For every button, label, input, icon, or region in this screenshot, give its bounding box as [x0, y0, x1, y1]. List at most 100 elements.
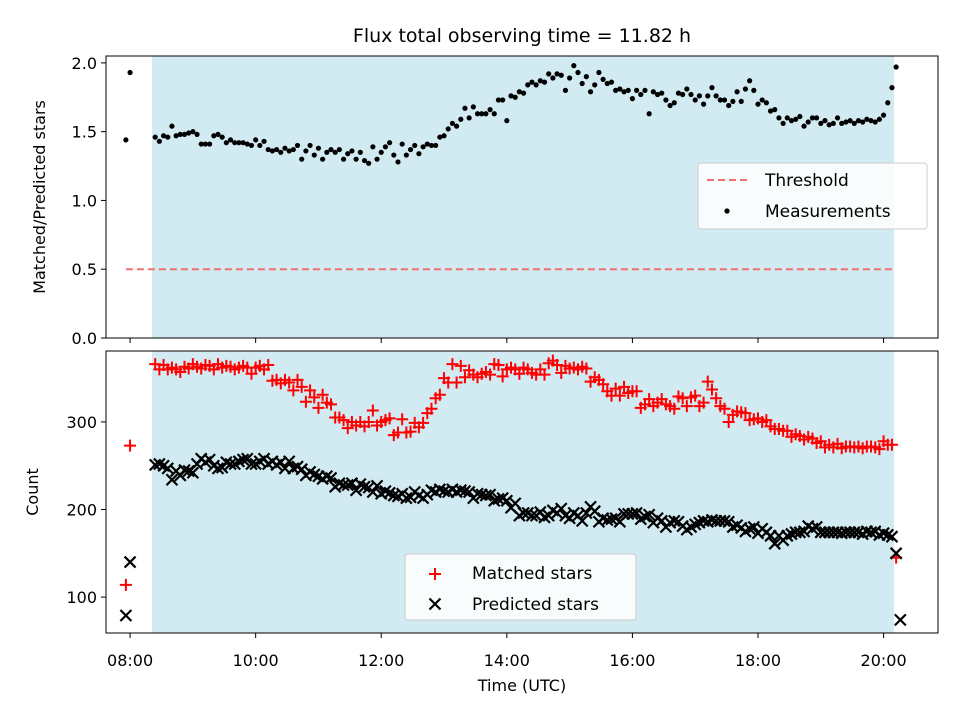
measurement-point — [512, 94, 518, 100]
x-tick-label: 14:00 — [484, 651, 530, 670]
x-tick-label: 10:00 — [233, 651, 279, 670]
measurement-point — [646, 111, 652, 117]
ratio-panel-frame — [105, 55, 939, 339]
measurement-point — [596, 69, 602, 76]
matched-star-point — [458, 371, 471, 384]
matched-star-point — [705, 383, 718, 396]
matched-star-point — [722, 415, 735, 428]
measurement-point — [893, 64, 899, 70]
measurement-point — [575, 69, 581, 76]
matched-star-point — [643, 393, 656, 406]
predicted-star-point — [165, 473, 179, 487]
measurement-point — [227, 137, 234, 143]
measurement-point — [558, 72, 564, 78]
measurement-point — [504, 118, 510, 124]
matched-star-point — [341, 422, 354, 435]
measurement-point — [269, 148, 275, 154]
measurement-point — [834, 115, 841, 121]
measurement-point — [299, 156, 305, 162]
measurement-point — [826, 122, 832, 128]
measurement-point — [516, 89, 522, 95]
measurement-point — [520, 90, 527, 96]
measurement-point — [261, 138, 267, 144]
measurement-point — [215, 131, 221, 138]
matched-star-point — [781, 424, 794, 437]
measurement-point — [713, 93, 719, 99]
measurement-point — [428, 142, 435, 149]
matched-star-point — [287, 384, 300, 397]
matched-star-point — [668, 402, 681, 415]
measurement-point — [868, 118, 874, 124]
measurement-point — [805, 119, 811, 125]
y-tick-label: 200 — [66, 501, 97, 520]
predicted-star-point — [500, 494, 514, 508]
y-tick-label: 0.0 — [72, 329, 97, 348]
measurement-point — [730, 98, 736, 104]
measurement-point — [177, 131, 183, 138]
matched-star-point — [283, 376, 296, 389]
measurement-point — [738, 98, 744, 104]
measurement-point — [508, 93, 514, 99]
measurement-point — [420, 144, 426, 150]
predicted-star-point — [517, 506, 530, 520]
predicted-stars-points — [119, 452, 907, 627]
matched-star-point — [404, 425, 417, 438]
legend-predicted-swatch — [428, 597, 442, 611]
measurement-point — [642, 87, 648, 93]
x-tick-label: 16:00 — [609, 651, 655, 670]
measurement-point — [885, 100, 891, 106]
legend-measurements-swatch — [724, 208, 730, 214]
matched-star-point — [618, 380, 631, 393]
measurement-point — [797, 113, 803, 120]
measurement-point — [696, 93, 702, 99]
measurement-point — [525, 82, 531, 88]
measurement-point — [265, 146, 271, 153]
measurement-point — [546, 71, 552, 77]
legend-plus-mark — [429, 568, 441, 580]
matched-star-point — [299, 395, 312, 408]
measurement-point — [500, 97, 506, 103]
measurement-point — [583, 74, 589, 80]
measurement-point — [240, 140, 246, 146]
matched-star-point — [245, 367, 258, 380]
measurement-point — [562, 87, 569, 93]
predicted-star-point — [245, 457, 258, 471]
measurement-point — [801, 123, 807, 129]
x-tick-label: 12:00 — [358, 651, 404, 670]
count-y-axis-label: Count — [23, 468, 42, 516]
measurement-point — [705, 93, 711, 99]
measurement-point — [458, 116, 464, 122]
measurement-point — [437, 134, 443, 140]
matched-star-point — [814, 435, 827, 448]
measurement-point — [160, 133, 167, 139]
matched-star-point — [425, 402, 438, 415]
measurement-point — [169, 123, 175, 129]
predicted-star-point — [718, 514, 731, 528]
measurement-point — [814, 115, 820, 121]
measurement-point — [453, 123, 460, 129]
measurement-point — [387, 140, 393, 146]
measurement-point — [550, 75, 556, 81]
measurement-point — [633, 87, 640, 93]
measurement-point — [541, 79, 548, 85]
measurement-point — [638, 91, 644, 98]
matched-star-point — [538, 368, 551, 381]
measurement-point — [353, 156, 359, 162]
measurement-point — [659, 90, 665, 96]
measurement-point — [127, 69, 133, 76]
measurement-point — [181, 131, 188, 138]
measurement-point — [399, 141, 405, 147]
measurement-point — [370, 144, 376, 150]
measurement-point — [855, 118, 862, 124]
predicted-star-point — [400, 491, 413, 505]
count-panel-x-ticks: 08:00 10:00 12:00 14:00 16:00 18:00 20:00 — [107, 633, 907, 670]
measurement-point — [194, 131, 200, 138]
measurement-point — [286, 148, 292, 154]
measurement-point — [156, 138, 162, 144]
measurement-point — [219, 134, 225, 140]
measurement-point — [407, 146, 414, 153]
measurement-point — [466, 115, 472, 121]
predicted-star-point — [211, 462, 225, 475]
matched-star-point — [513, 367, 526, 380]
